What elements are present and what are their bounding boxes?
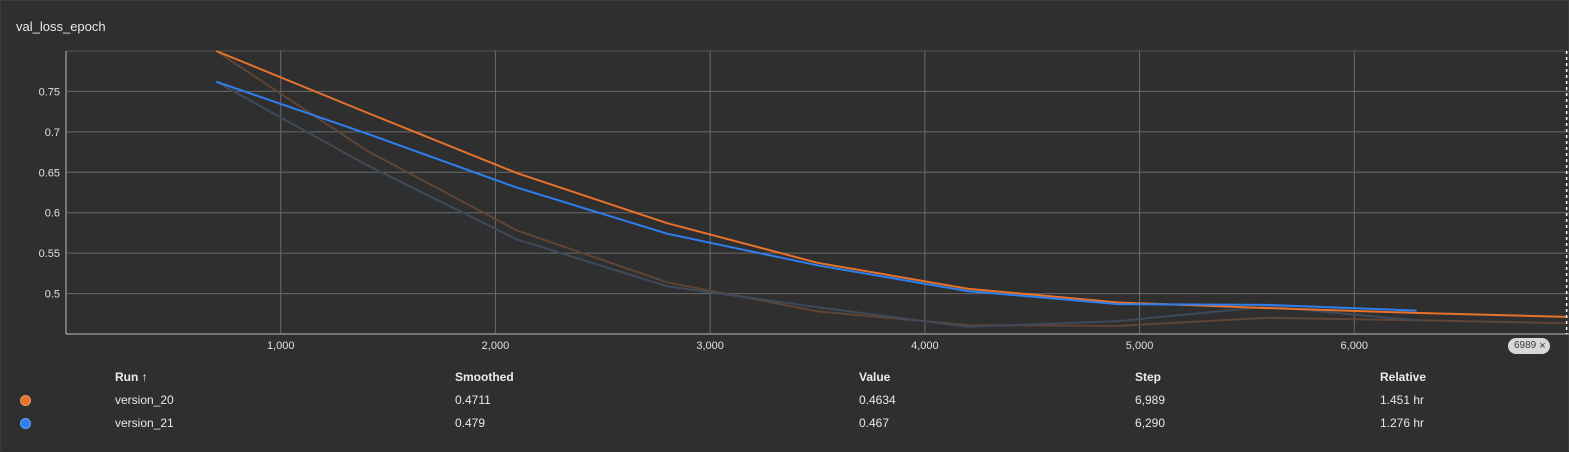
y-tick-label: 0.55 [39, 248, 60, 260]
raw-value: 0.467 [859, 416, 890, 430]
run-color-dot [20, 418, 31, 429]
smoothed-value: 0.479 [455, 416, 486, 430]
grid [65, 50, 1569, 335]
table-row: version_20 0.4711 0.4634 6,989 1.451 hr [0, 389, 1569, 412]
relative-time: 1.276 hr [1380, 416, 1425, 430]
y-tick-label: 0.7 [45, 127, 60, 139]
header-value: Value [859, 370, 891, 384]
series-smoothed-line-version_20 [215, 50, 1567, 318]
line-chart[interactable]: 0.5 0.55 0.6 0.65 0.7 0.75 1,000 2,000 3,000 4,0… [0, 0, 1569, 360]
smoothed-value: 0.4711 [455, 393, 491, 407]
relative-time: 1.451 hr [1380, 393, 1425, 407]
header-run[interactable]: Run ↑ [115, 370, 148, 384]
step-marker-label: 6989 [1514, 340, 1537, 351]
y-tick-label: 0.75 [39, 86, 60, 98]
y-tick-label: 0.5 [45, 289, 60, 301]
x-tick-label: 6,000 [1341, 340, 1369, 352]
x-tick-label: 5,000 [1126, 340, 1154, 352]
x-tick-label: 1,000 [267, 340, 295, 352]
step-value: 6,290 [1135, 416, 1166, 430]
chart-title: val_loss_epoch [16, 19, 106, 34]
close-icon[interactable]: × [1539, 340, 1546, 352]
y-tick-label: 0.6 [45, 208, 60, 220]
x-tick-label: 4,000 [911, 340, 939, 352]
step-value: 6,989 [1135, 393, 1166, 407]
y-tick-label: 0.65 [39, 167, 60, 179]
x-tick-label: 3,000 [696, 340, 724, 352]
run-name: version_21 [115, 416, 174, 430]
series-raw-line-version_20 [215, 50, 1567, 327]
table-header-row: Run ↑ Smoothed Value Step Relative [0, 366, 1569, 389]
header-step: Step [1135, 370, 1162, 384]
series-raw-line-version_21 [215, 80, 1417, 328]
table-row: version_21 0.479 0.467 6,290 1.276 hr [0, 412, 1569, 435]
x-axis-ticks: 1,000 2,000 3,000 4,000 5,000 6,000 [267, 340, 1368, 352]
header-relative: Relative [1380, 370, 1427, 384]
raw-value: 0.4634 [859, 393, 896, 407]
legend-table: Run ↑ Smoothed Value Step Relative versi… [0, 366, 1569, 435]
step-marker-badge[interactable]: 6989 × [1508, 338, 1550, 354]
run-color-dot [20, 395, 31, 406]
header-smoothed: Smoothed [455, 370, 514, 384]
series-smoothed-line-version_21 [215, 80, 1417, 312]
x-tick-label: 2,000 [482, 340, 510, 352]
series-lines [215, 50, 1567, 328]
run-name: version_20 [115, 393, 174, 407]
y-axis-ticks: 0.5 0.55 0.6 0.65 0.7 0.75 [39, 86, 60, 300]
